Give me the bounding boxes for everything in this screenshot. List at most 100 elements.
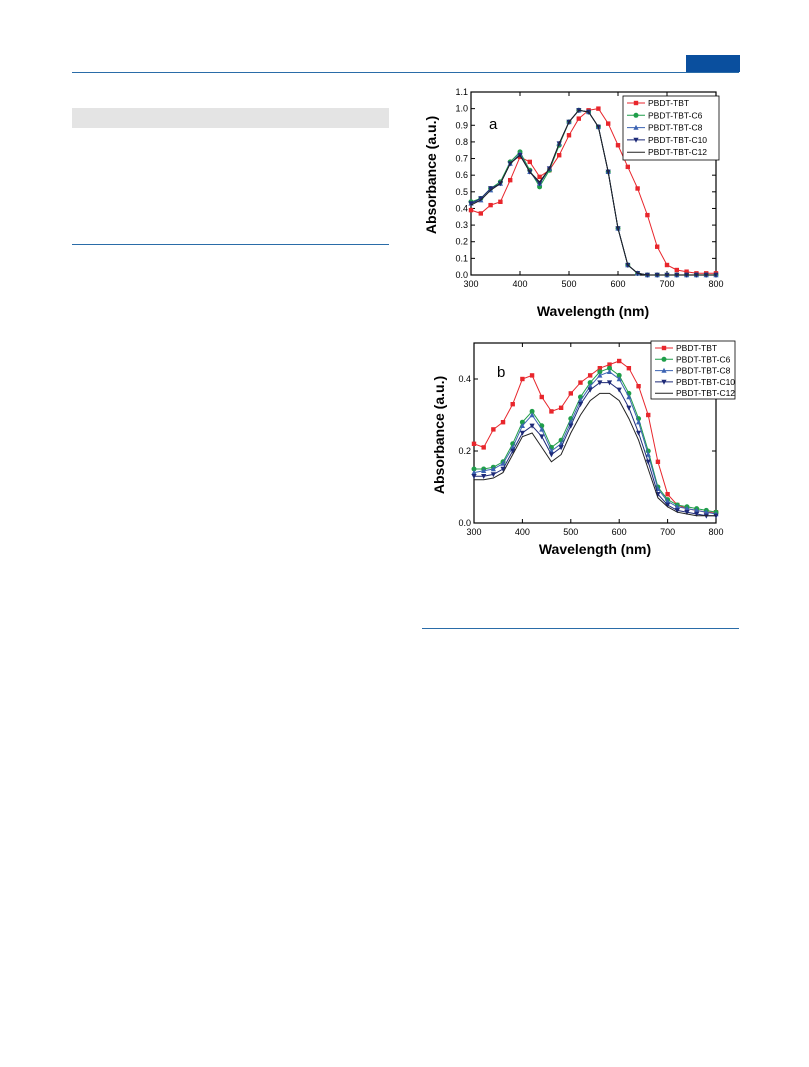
- data-point-PBDT-TBT: [471, 441, 477, 446]
- data-point-PBDT-TBT-C8: [471, 469, 477, 475]
- y-tick-label: 0.3: [455, 220, 468, 230]
- data-point-PBDT-TBT: [568, 391, 573, 396]
- data-point-PBDT-TBT: [655, 244, 660, 249]
- y-tick-label: 0.9: [455, 120, 468, 130]
- data-point-PBDT-TBT: [617, 358, 622, 364]
- data-point-PBDT-TBT-C10: [577, 402, 584, 407]
- x-tick-label: 300: [463, 279, 478, 289]
- data-point-PBDT-TBT: [684, 269, 689, 274]
- data-point-PBDT-TBT: [491, 427, 496, 432]
- y-tick-label: 0.4: [455, 203, 468, 213]
- x-tick-label: 400: [515, 527, 530, 537]
- data-point-PBDT-TBT-C10: [510, 448, 516, 454]
- data-point-PBDT-TBT-C10: [468, 201, 474, 207]
- x-tick-label: 800: [708, 279, 723, 289]
- data-point-PBDT-TBT-C10: [694, 511, 700, 517]
- data-point-PBDT-TBT-C6: [529, 408, 535, 414]
- y-tick-label: 0.7: [455, 154, 468, 164]
- legend-label: PBDT-TBT-C12: [676, 388, 735, 398]
- legend-label: PBDT-TBT-C10: [648, 135, 707, 145]
- data-point-PBDT-TBT-C10: [587, 387, 593, 393]
- series-line-PBDT-TBT-C12: [474, 392, 716, 517]
- data-point-PBDT-TBT: [529, 373, 535, 378]
- data-point-PBDT-TBT: [557, 153, 562, 158]
- y-tick-label: 0.2: [455, 237, 468, 247]
- y-tick-label: 0.1: [455, 253, 468, 263]
- data-point-PBDT-TBT-C8: [500, 460, 506, 466]
- data-point-PBDT-TBT-C8: [635, 419, 642, 425]
- y-tick-label: 0.5: [455, 187, 468, 197]
- legend-label: PBDT-TBT: [648, 98, 689, 108]
- data-point-PBDT-TBT: [607, 362, 612, 367]
- x-tick-label: 300: [466, 527, 481, 537]
- data-point-PBDT-TBT-C10: [597, 380, 603, 386]
- y-tick-label: 0.8: [455, 137, 468, 147]
- data-point-PBDT-TBT: [626, 366, 632, 371]
- data-point-PBDT-TBT-C8: [606, 369, 613, 374]
- data-point-PBDT-TBT: [498, 199, 503, 204]
- y-tick-label: 1.0: [455, 104, 468, 114]
- legend-marker: [661, 345, 667, 351]
- x-tick-label: 800: [708, 527, 723, 537]
- data-point-PBDT-TBT: [578, 380, 583, 385]
- data-point-PBDT-TBT-C8: [587, 383, 593, 389]
- data-point-PBDT-TBT-C10: [665, 502, 671, 508]
- data-point-PBDT-TBT: [539, 394, 544, 400]
- x-tick-label: 600: [610, 279, 625, 289]
- right-column-rule: [422, 628, 739, 629]
- data-point-PBDT-TBT: [478, 211, 483, 216]
- data-point-PBDT-TBT: [537, 174, 542, 180]
- data-point-PBDT-TBT-C10: [645, 459, 651, 465]
- data-point-PBDT-TBT-C10: [616, 387, 622, 393]
- data-point-PBDT-TBT: [510, 402, 515, 407]
- x-tick-label: 700: [659, 279, 674, 289]
- data-point-PBDT-TBT-C8: [684, 505, 690, 511]
- data-point-PBDT-TBT-C8: [519, 423, 525, 428]
- x-tick-label: 400: [512, 279, 527, 289]
- data-point-PBDT-TBT-C6: [519, 419, 525, 425]
- x-tick-label: 500: [561, 279, 576, 289]
- chart-b-ylabel: Absorbance (a.u.): [431, 376, 447, 494]
- y-tick-label: 1.1: [455, 87, 468, 97]
- plot-frame: [473, 342, 717, 524]
- data-point-PBDT-TBT-C8: [481, 468, 487, 473]
- data-point-PBDT-TBT-C6: [597, 369, 603, 375]
- data-point-PBDT-TBT: [481, 445, 486, 450]
- data-point-PBDT-TBT-C6: [607, 365, 613, 371]
- x-tick-label: 700: [660, 527, 675, 537]
- data-point-PBDT-TBT: [664, 262, 670, 268]
- legend-label: PBDT-TBT-C12: [648, 147, 707, 157]
- data-point-PBDT-TBT-C8: [626, 394, 632, 400]
- series-line-PBDT-TBT-C8: [473, 371, 717, 515]
- data-point-PBDT-TBT-C8: [665, 498, 671, 504]
- data-point-PBDT-TBT: [508, 177, 513, 183]
- legend-marker: [633, 137, 639, 143]
- data-point-PBDT-TBT-C6: [587, 380, 593, 386]
- data-point-PBDT-TBT-C8: [597, 372, 603, 378]
- series-line-PBDT-TBT-C12: [470, 109, 716, 276]
- x-tick-label: 600: [612, 527, 627, 537]
- data-point-PBDT-TBT: [576, 116, 581, 121]
- data-point-PBDT-TBT-C8: [529, 412, 535, 418]
- data-point-PBDT-TBT-C6: [616, 372, 622, 378]
- data-point-PBDT-TBT-C10: [481, 474, 487, 479]
- data-point-PBDT-TBT: [488, 202, 493, 208]
- data-point-PBDT-TBT: [597, 366, 603, 371]
- chart-a-xlabel: Wavelength (nm): [537, 303, 649, 319]
- data-point-PBDT-TBT: [615, 143, 621, 148]
- data-point-PBDT-TBT: [674, 267, 679, 273]
- gray-bar: [72, 108, 389, 128]
- legend-marker: [661, 356, 667, 362]
- data-point-PBDT-TBT: [665, 492, 670, 497]
- data-point-PBDT-TBT-C10: [500, 466, 506, 472]
- data-point-PBDT-TBT-C8: [616, 376, 622, 382]
- chart-a-ylabel: Absorbance (a.u.): [423, 116, 439, 234]
- legend-label: PBDT-TBT-C6: [648, 110, 703, 120]
- data-point-PBDT-TBT: [655, 459, 661, 464]
- data-point-PBDT-TBT-C6: [471, 466, 477, 472]
- data-point-PBDT-TBT: [558, 405, 564, 410]
- data-point-PBDT-TBT: [520, 376, 525, 382]
- chart-b-xlabel: Wavelength (nm): [539, 541, 651, 557]
- data-point-PBDT-TBT-C10: [684, 510, 690, 515]
